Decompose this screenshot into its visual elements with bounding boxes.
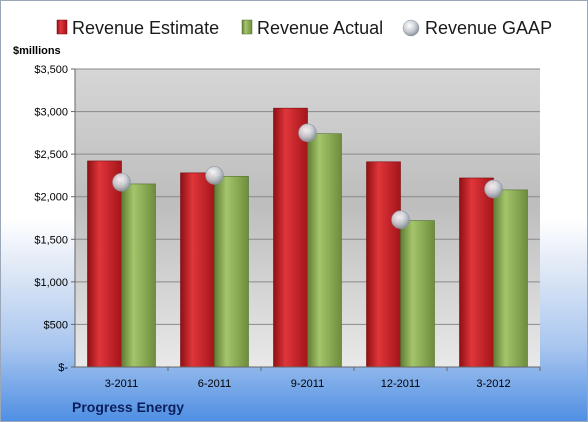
- company-name: Progress Energy: [72, 399, 184, 415]
- gaap-marker: [205, 166, 224, 185]
- y-tick-label: $3,000: [34, 107, 68, 119]
- y-tick-label: $500: [44, 319, 68, 331]
- legend: Revenue Estimate Revenue Actual Revenue …: [56, 18, 552, 38]
- x-tick-label: 9-2011: [291, 378, 324, 390]
- legend-label-gaap: Revenue GAAP: [425, 18, 552, 38]
- unit-label: $millions: [13, 45, 61, 57]
- bar-actual: [400, 220, 435, 368]
- gaap-marker: [391, 210, 410, 230]
- bar-estimate: [273, 107, 308, 368]
- gaap-marker: [298, 123, 317, 143]
- x-tick-label: 12-2011: [381, 378, 421, 390]
- bar-actual: [307, 133, 342, 368]
- gaap-marker: [484, 179, 503, 199]
- y-tick-label: $1,000: [34, 277, 68, 289]
- bar-actual: [493, 189, 528, 368]
- bars: [87, 107, 528, 368]
- bar-estimate: [87, 160, 122, 368]
- legend-label-actual: Revenue Actual: [257, 18, 383, 38]
- y-tick-label: $2,500: [34, 149, 68, 161]
- y-tick-label: $-: [58, 362, 68, 374]
- y-tick-label: $3,500: [34, 64, 68, 76]
- legend-label-estimate: Revenue Estimate: [72, 18, 219, 38]
- x-tick-label: 3-2011: [105, 378, 138, 390]
- bar-estimate: [180, 172, 215, 368]
- x-tick-label: 3-2012: [476, 378, 510, 390]
- y-tick-label: $2,000: [34, 192, 68, 204]
- y-tick-label: $1,500: [34, 234, 68, 246]
- legend-swatch-gaap: [402, 19, 420, 37]
- gaap-marker: [112, 172, 131, 192]
- bar-actual: [121, 183, 156, 368]
- legend-swatch-estimate: [56, 19, 68, 35]
- bar-actual: [214, 175, 249, 368]
- gaap-markers: [112, 123, 503, 230]
- legend-swatch-actual: [241, 19, 253, 35]
- x-axis: 3-2011 6-2011 9-2011 12-2011 3-2012: [75, 366, 541, 390]
- y-axis: $- $500 $1,000 $1,500 $2,000 $2,500 $3,000 $3,5…: [34, 64, 76, 374]
- bar-estimate: [366, 161, 401, 368]
- x-tick-label: 6-2011: [198, 378, 231, 390]
- bar-estimate: [459, 177, 494, 368]
